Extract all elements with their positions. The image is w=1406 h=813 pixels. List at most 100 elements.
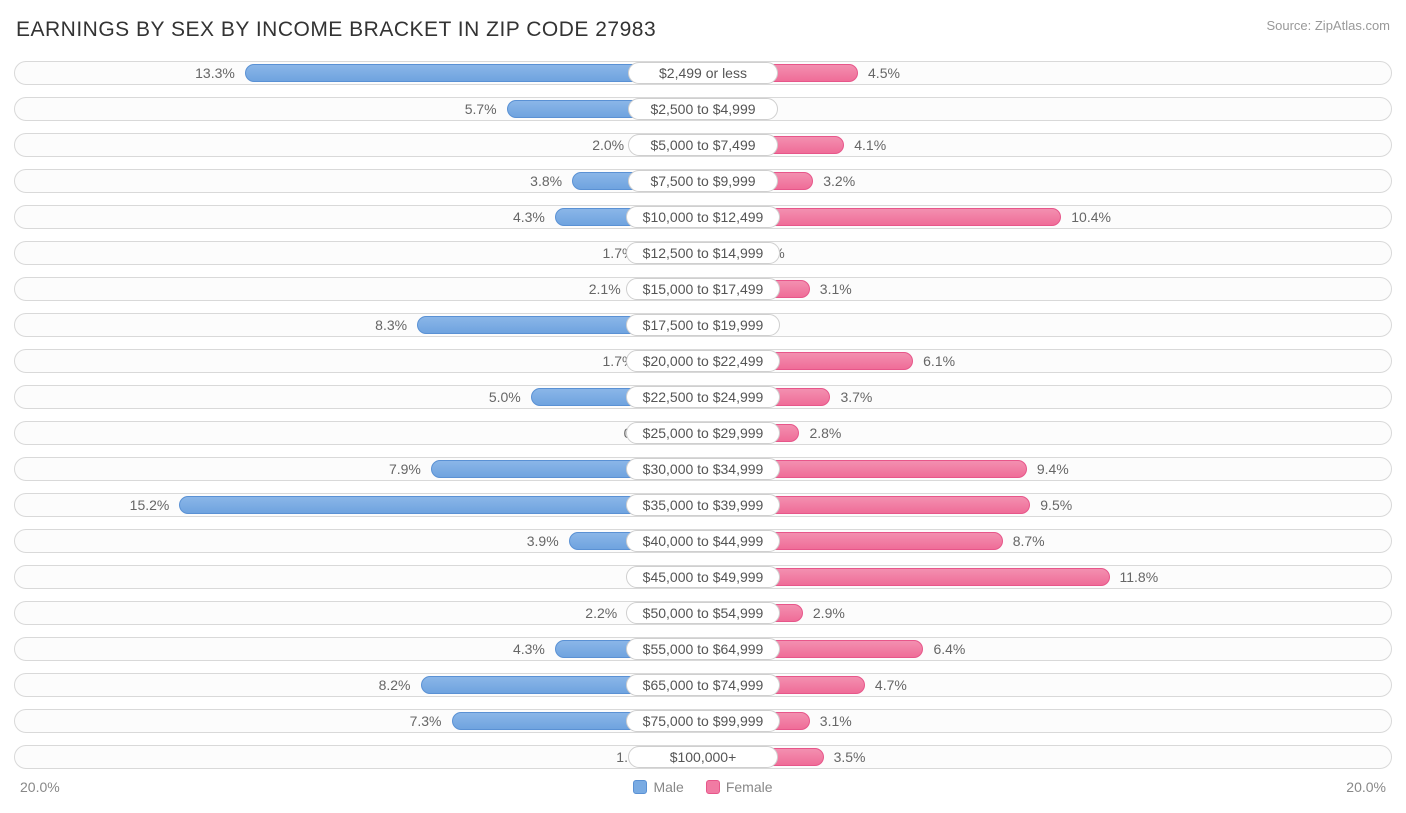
female-side: 4.5% xyxy=(703,56,1392,89)
male-pct-label: 2.2% xyxy=(575,605,627,621)
bracket-row: 1.0%11.8%$45,000 to $49,999 xyxy=(14,560,1392,593)
male-bar xyxy=(179,496,703,514)
female-pct-label: 9.4% xyxy=(1027,461,1079,477)
female-pct-label: 4.5% xyxy=(858,65,910,81)
axis-right-max: 20.0% xyxy=(1346,779,1386,795)
female-side: 10.4% xyxy=(703,200,1392,233)
bracket-row: 2.2% 2.9% $50,000 to $54,999 xyxy=(14,596,1392,629)
bracket-label: $2,499 or less xyxy=(628,62,778,84)
male-side: 5.0% xyxy=(14,380,703,413)
bracket-label: $7,500 to $9,999 xyxy=(628,170,778,192)
male-pct-label: 15.2% xyxy=(120,497,180,513)
male-side: 2.1% xyxy=(14,272,703,305)
earnings-chart: 13.3% 4.5% $2,499 or less 5.7%0.4%$2,500 to… xyxy=(12,56,1394,773)
female-side: 9.5% xyxy=(703,488,1392,521)
bracket-label: $12,500 to $14,999 xyxy=(626,242,781,264)
bracket-label: $17,500 to $19,999 xyxy=(626,314,781,336)
male-pct-label: 7.3% xyxy=(400,713,452,729)
legend-female: Female xyxy=(706,779,773,795)
bracket-label: $55,000 to $64,999 xyxy=(626,638,781,660)
female-side: 3.1% xyxy=(703,272,1392,305)
axis-left-max: 20.0% xyxy=(20,779,60,795)
female-side: 3.2% xyxy=(703,164,1392,197)
bracket-label: $25,000 to $29,999 xyxy=(626,422,781,444)
female-side: 6.4% xyxy=(703,632,1392,665)
male-side: 15.2% xyxy=(14,488,703,521)
male-side: 7.9% xyxy=(14,452,703,485)
male-side: 7.3% xyxy=(14,704,703,737)
bracket-row: 7.3% 3.1% $75,000 to $99,999 xyxy=(14,704,1392,737)
bracket-label: $65,000 to $74,999 xyxy=(626,674,781,696)
male-side: 3.8% xyxy=(14,164,703,197)
bracket-row: 1.7%6.1%$20,000 to $22,499 xyxy=(14,344,1392,377)
female-side: 8.7% xyxy=(703,524,1392,557)
bracket-row: 4.3%10.4%$10,000 to $12,499 xyxy=(14,200,1392,233)
bracket-row: 1.7%0.93%$12,500 to $14,999 xyxy=(14,236,1392,269)
female-side: 0.4% xyxy=(703,92,1392,125)
female-side: 6.1% xyxy=(703,344,1392,377)
female-pct-label: 4.7% xyxy=(865,677,917,693)
female-side: 0.8% xyxy=(703,308,1392,341)
male-side: 1.7% xyxy=(14,344,703,377)
female-pct-label: 3.2% xyxy=(813,173,865,189)
bracket-label: $50,000 to $54,999 xyxy=(626,602,781,624)
female-side: 3.1% xyxy=(703,704,1392,737)
male-pct-label: 5.0% xyxy=(479,389,531,405)
chart-source: Source: ZipAtlas.com xyxy=(1266,18,1390,33)
bracket-row: 5.7%0.4%$2,500 to $4,999 xyxy=(14,92,1392,125)
bracket-row: 1.3%3.5%$100,000+ xyxy=(14,740,1392,773)
female-pct-label: 9.5% xyxy=(1030,497,1082,513)
female-pct-label: 6.1% xyxy=(913,353,965,369)
bracket-label: $15,000 to $17,499 xyxy=(626,278,781,300)
legend-male: Male xyxy=(633,779,683,795)
male-pct-label: 7.9% xyxy=(379,461,431,477)
bracket-label: $40,000 to $44,999 xyxy=(626,530,781,552)
male-pct-label: 13.3% xyxy=(185,65,245,81)
bracket-label: $22,500 to $24,999 xyxy=(626,386,781,408)
bracket-row: 2.0% 4.1% $5,000 to $7,499 xyxy=(14,128,1392,161)
female-pct-label: 3.1% xyxy=(810,713,862,729)
female-pct-label: 10.4% xyxy=(1061,209,1121,225)
male-side: 2.0% xyxy=(14,128,703,161)
bracket-row: 13.3% 4.5% $2,499 or less xyxy=(14,56,1392,89)
male-side: 2.2% xyxy=(14,596,703,629)
male-pct-label: 2.1% xyxy=(579,281,631,297)
male-side: 5.7% xyxy=(14,92,703,125)
bracket-row: 15.2% 9.5% $35,000 to $39,999 xyxy=(14,488,1392,521)
male-pct-label: 3.8% xyxy=(520,173,572,189)
male-pct-label: 8.2% xyxy=(369,677,421,693)
female-pct-label: 4.1% xyxy=(844,137,896,153)
female-pct-label: 8.7% xyxy=(1003,533,1055,549)
male-side: 1.7% xyxy=(14,236,703,269)
legend-female-label: Female xyxy=(726,779,773,795)
female-pct-label: 6.4% xyxy=(923,641,975,657)
bracket-row: 0.86%2.8%$25,000 to $29,999 xyxy=(14,416,1392,449)
male-pct-label: 3.9% xyxy=(517,533,569,549)
bracket-label: $35,000 to $39,999 xyxy=(626,494,781,516)
male-pct-label: 2.0% xyxy=(582,137,634,153)
male-side: 4.3% xyxy=(14,632,703,665)
legend-male-label: Male xyxy=(653,779,683,795)
female-side: 2.9% xyxy=(703,596,1392,629)
female-pct-label: 2.8% xyxy=(799,425,851,441)
male-swatch-icon xyxy=(633,780,647,794)
bracket-label: $30,000 to $34,999 xyxy=(626,458,781,480)
female-side: 9.4% xyxy=(703,452,1392,485)
bracket-label: $10,000 to $12,499 xyxy=(626,206,781,228)
male-pct-label: 4.3% xyxy=(503,641,555,657)
male-side: 13.3% xyxy=(14,56,703,89)
bracket-row: 3.8% 3.2% $7,500 to $9,999 xyxy=(14,164,1392,197)
bracket-label: $5,000 to $7,499 xyxy=(628,134,778,156)
bracket-label: $75,000 to $99,999 xyxy=(626,710,781,732)
female-side: 4.7% xyxy=(703,668,1392,701)
bracket-label: $100,000+ xyxy=(628,746,778,768)
bracket-row: 4.3% 6.4% $55,000 to $64,999 xyxy=(14,632,1392,665)
bracket-label: $2,500 to $4,999 xyxy=(628,98,778,120)
female-side: 11.8% xyxy=(703,560,1392,593)
female-swatch-icon xyxy=(706,780,720,794)
male-side: 8.2% xyxy=(14,668,703,701)
female-pct-label: 2.9% xyxy=(803,605,855,621)
male-side: 1.0% xyxy=(14,560,703,593)
female-pct-label: 3.1% xyxy=(810,281,862,297)
chart-axis: 20.0% Male Female 20.0% xyxy=(12,779,1394,795)
